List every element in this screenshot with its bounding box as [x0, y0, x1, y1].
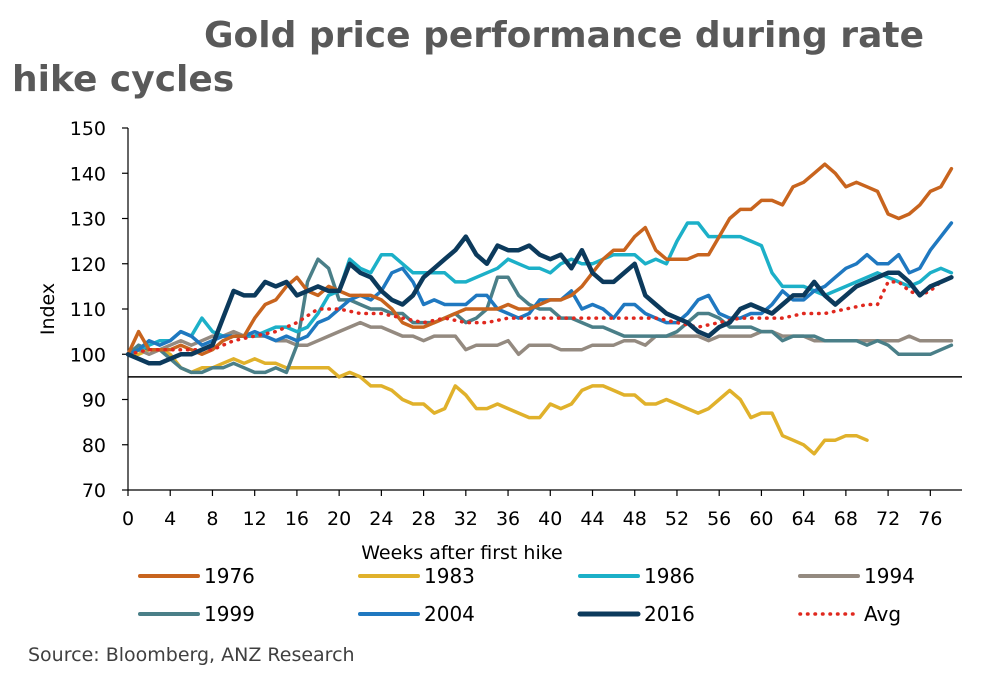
x-tick-label: 32 [454, 508, 478, 530]
y-tick-label: 130 [70, 209, 106, 231]
legend-label-2004: 2004 [424, 602, 475, 626]
series-line-avg [126, 280, 943, 357]
legend-label-1999: 1999 [204, 602, 255, 626]
y-tick-label: 100 [70, 344, 106, 366]
y-tick-label: 70 [82, 480, 106, 502]
source-note: Source: Bloomberg, ANZ Research [28, 644, 355, 666]
x-tick-label: 48 [623, 508, 647, 530]
series-line-1994 [126, 320, 954, 357]
y-tick-label: 90 [82, 390, 106, 412]
x-tick-label: 16 [285, 508, 309, 530]
x-tick-label: 4 [164, 508, 176, 530]
legend-label-avg: Avg [864, 602, 901, 626]
x-tick-label: 72 [876, 508, 900, 530]
x-tick-label: 40 [538, 508, 562, 530]
x-tick-label: 28 [412, 508, 436, 530]
y-tick-label: 150 [70, 118, 106, 140]
chart-title: Gold price performance during rate hike … [12, 15, 924, 100]
x-tick-label: 36 [496, 508, 520, 530]
series-line-1999 [126, 257, 954, 375]
y-tick-label: 110 [70, 299, 106, 321]
x-tick-label: 64 [792, 508, 816, 530]
x-tick-label: 0 [122, 508, 134, 530]
x-tick-label: 8 [206, 508, 218, 530]
y-axis-title: Index [37, 283, 59, 335]
legend-label-1983: 1983 [424, 564, 475, 588]
series-lines [125, 162, 954, 456]
series-line-1976 [126, 162, 954, 357]
x-tick-label: 44 [580, 508, 604, 530]
legend-label-1976: 1976 [204, 564, 255, 588]
x-tick-label: 52 [665, 508, 689, 530]
x-tick-label: 68 [834, 508, 858, 530]
y-tick-label: 140 [70, 163, 106, 185]
y-tick-label: 80 [82, 435, 106, 457]
y-tick-label: 120 [70, 254, 106, 276]
legend-label-2016: 2016 [644, 602, 695, 626]
x-tick-label: 56 [707, 508, 731, 530]
series-line-1983 [126, 347, 869, 456]
legend-label-1994: 1994 [864, 564, 915, 588]
legend-label-1986: 1986 [644, 564, 695, 588]
series-line-2016 [125, 234, 954, 366]
x-tick-label: 24 [369, 508, 393, 530]
x-tick-label: 60 [749, 508, 773, 530]
series-line-2004 [126, 221, 954, 357]
x-axis-title: Weeks after first hike [361, 542, 563, 564]
legend: 1976 1983 1986 1994 1999 2004 2016 Avg [138, 564, 915, 626]
x-tick-label: 76 [918, 508, 942, 530]
x-tick-label: 20 [327, 508, 351, 530]
x-tick-label: 12 [243, 508, 267, 530]
